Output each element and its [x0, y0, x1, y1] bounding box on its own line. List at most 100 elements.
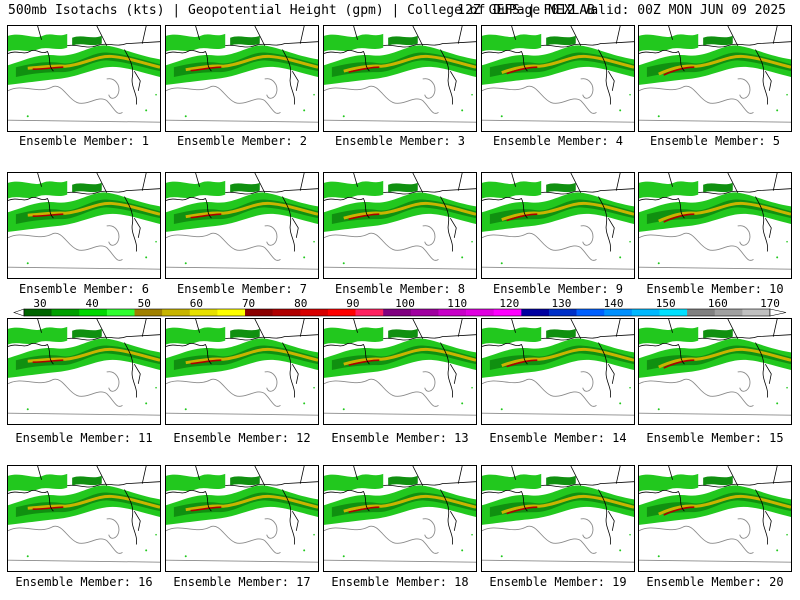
jet-stream-band	[166, 180, 318, 232]
jet-stream-band	[8, 180, 160, 232]
map-coastlines	[166, 466, 318, 545]
height-contours	[8, 518, 160, 563]
colorbar-tick-label: 100	[395, 297, 415, 310]
colorbar-tick-label: 50	[138, 297, 151, 310]
colorbar-tick-label: 30	[33, 297, 46, 310]
colorbar-left-arrow	[13, 308, 25, 317]
jet-stream-band	[324, 180, 476, 232]
height-contours	[166, 225, 318, 270]
map-coastlines	[482, 173, 634, 252]
jet-stream-band	[8, 33, 160, 85]
map-coastlines	[324, 319, 476, 398]
colorbar-tick-label: 60	[190, 297, 203, 310]
colorbar-swatch	[438, 309, 467, 316]
ensemble-member-label: Ensemble Member: 1	[18, 134, 150, 148]
ensemble-member-label: Ensemble Member: 19	[489, 575, 627, 589]
green-speckles	[500, 240, 631, 265]
jet-stream-band	[166, 33, 318, 85]
height-contours	[324, 518, 476, 563]
map-coastlines	[8, 173, 160, 252]
colorbar-swatch	[714, 309, 743, 316]
colorbar-tick-label: 170	[760, 297, 780, 310]
map-coastlines	[166, 319, 318, 398]
colorbar-tick-label: 120	[499, 297, 519, 310]
map-coastlines	[639, 466, 791, 545]
ensemble-member-map	[638, 318, 792, 425]
map-coastlines	[324, 173, 476, 252]
ensemble-member-label: Ensemble Member: 4	[492, 134, 624, 148]
ensemble-member-label: Ensemble Member: 9	[492, 282, 624, 296]
green-speckles	[26, 386, 157, 411]
jet-stream-band	[324, 326, 476, 378]
jet-stream-band	[8, 473, 160, 525]
colorbar-swatch	[272, 309, 301, 316]
ensemble-member-map	[638, 25, 792, 132]
ensemble-member-map	[481, 25, 635, 132]
green-speckles	[657, 533, 788, 558]
ensemble-member-map	[638, 465, 792, 572]
map-coastlines	[8, 319, 160, 398]
colorbar-swatch	[245, 309, 273, 316]
ensemble-member-label: Ensemble Member: 16	[15, 575, 153, 589]
ensemble-member-label: Ensemble Member: 5	[649, 134, 781, 148]
height-contours	[8, 78, 160, 123]
ensemble-member-label: Ensemble Member: 13	[331, 431, 469, 445]
height-contours	[166, 518, 318, 563]
height-contours	[8, 225, 160, 270]
height-contours	[639, 225, 791, 270]
colorbar-swatch	[548, 309, 577, 316]
ensemble-member-label: Ensemble Member: 14	[489, 431, 627, 445]
colorbar-tick-label: 90	[346, 297, 359, 310]
jet-stream-band	[482, 33, 634, 85]
green-speckles	[342, 533, 473, 558]
ensemble-member-label: Ensemble Member: 3	[334, 134, 466, 148]
map-coastlines	[166, 173, 318, 252]
ensemble-member-map	[7, 172, 161, 279]
map-coastlines	[324, 26, 476, 105]
ensemble-member-map	[165, 172, 319, 279]
jet-stream-band	[8, 326, 160, 378]
height-contours	[482, 78, 634, 123]
green-speckles	[342, 240, 473, 265]
colorbar-swatch	[300, 309, 329, 316]
map-coastlines	[482, 26, 634, 105]
ensemble-member-map	[323, 172, 477, 279]
map-coastlines	[639, 26, 791, 105]
green-speckles	[342, 93, 473, 118]
height-contours	[8, 371, 160, 416]
colorbar-swatch	[106, 309, 135, 316]
green-speckles	[500, 533, 631, 558]
map-coastlines	[639, 319, 791, 398]
colorbar-swatch	[466, 309, 495, 316]
colorbar-swatch	[410, 309, 439, 316]
colorbar-swatch	[521, 309, 550, 316]
colorbar-tick-label: 40	[86, 297, 99, 310]
jet-stream-band	[324, 473, 476, 525]
green-speckles	[26, 240, 157, 265]
ensemble-member-map	[7, 465, 161, 572]
colorbar-swatch	[51, 309, 80, 316]
ensemble-member-map	[481, 465, 635, 572]
ensemble-member-map	[165, 318, 319, 425]
green-speckles	[26, 93, 157, 118]
map-coastlines	[324, 466, 476, 545]
ensemble-member-label: Ensemble Member: 12	[173, 431, 311, 445]
height-contours	[324, 78, 476, 123]
ensemble-member-map	[165, 25, 319, 132]
map-coastlines	[166, 26, 318, 105]
map-coastlines	[8, 26, 160, 105]
ensemble-member-label: Ensemble Member: 10	[646, 282, 784, 296]
colorbar-tick-label: 150	[656, 297, 676, 310]
ensemble-member-map	[481, 318, 635, 425]
jet-stream-band	[482, 326, 634, 378]
green-speckles	[657, 93, 788, 118]
ensemble-member-map	[165, 465, 319, 572]
ensemble-member-map	[481, 172, 635, 279]
colorbar-swatch	[742, 309, 771, 316]
title-left: 500mb Isotachs (kts) | Geopotential Heig…	[8, 3, 595, 18]
colorbar-swatch	[189, 309, 218, 316]
jet-stream-band	[639, 326, 791, 378]
colorbar-swatch	[604, 309, 633, 316]
title-right: 12Z GEFS | F012 Valid: 00Z MON JUN 09 20…	[457, 3, 786, 18]
green-speckles	[26, 533, 157, 558]
